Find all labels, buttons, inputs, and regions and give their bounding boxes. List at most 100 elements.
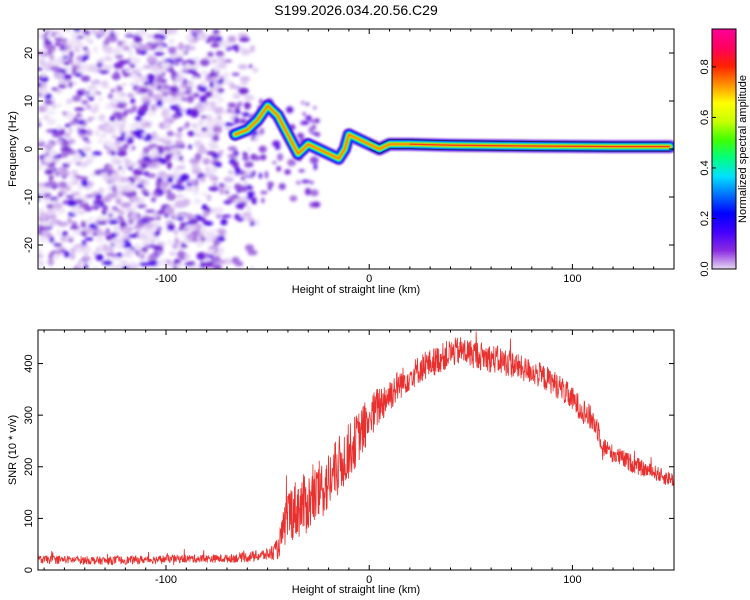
noise-blob [174, 170, 181, 177]
noise-blob [38, 118, 42, 122]
noise-blob [90, 29, 96, 33]
noise-blob [44, 168, 54, 175]
noise-blob [124, 67, 131, 72]
noise-blob [62, 55, 69, 59]
noise-blob [66, 186, 71, 191]
noise-blob [65, 160, 74, 164]
noise-blob [213, 238, 221, 247]
noise-blob [97, 139, 103, 144]
noise-blob [120, 202, 132, 209]
noise-blob [64, 132, 71, 139]
noise-blob [48, 29, 54, 35]
noise-blob [218, 97, 224, 103]
noise-blob [202, 158, 211, 165]
noise-blob [216, 79, 224, 84]
noise-blob [46, 44, 56, 51]
noise-blob [194, 153, 202, 161]
noise-blob [213, 176, 219, 182]
noise-blob [160, 158, 167, 164]
noise-blob [66, 98, 73, 105]
noise-blob [143, 146, 149, 152]
noise-blob [67, 112, 75, 119]
noise-blob [173, 229, 179, 236]
transition-blob [260, 154, 267, 161]
noise-blob [142, 155, 152, 161]
noise-blob [114, 54, 124, 59]
transition-blob [272, 140, 281, 147]
noise-blob [118, 214, 123, 222]
transition-blob [253, 155, 261, 161]
noise-blob [174, 237, 179, 245]
noise-blob [137, 204, 144, 208]
noise-blob [128, 233, 137, 238]
noise-blob [204, 91, 213, 98]
noise-blob [167, 239, 173, 245]
noise-blob [77, 119, 86, 125]
noise-blob [218, 119, 224, 126]
noise-blob [98, 187, 105, 195]
noise-blob [67, 139, 76, 144]
noise-blob [136, 183, 145, 189]
noise-blob [155, 106, 167, 110]
noise-blob [113, 159, 122, 166]
transition-blob [304, 187, 311, 196]
noise-blob [177, 91, 183, 98]
noise-blob [38, 57, 45, 64]
noise-blob [153, 244, 164, 251]
colorbar-gradient [712, 29, 736, 269]
noise-blob [116, 252, 123, 258]
noise-blob [233, 91, 239, 97]
noise-blob [111, 73, 121, 81]
noise-blob [174, 144, 183, 149]
noise-blob [80, 63, 90, 72]
noise-blob [192, 92, 200, 98]
noise-blob [187, 130, 195, 137]
noise-blob [175, 263, 183, 268]
noise-blob [176, 131, 183, 139]
noise-blob [214, 207, 223, 216]
noise-blob [201, 70, 209, 76]
ridge-core [409, 143, 670, 148]
noise-blob [196, 32, 208, 41]
noise-blob [80, 220, 87, 229]
noise-blob [105, 30, 110, 39]
noise-blob [123, 157, 130, 163]
spectrogram-ridge [228, 98, 674, 166]
noise-blob [40, 220, 50, 227]
noise-blob [69, 252, 76, 260]
noise-blob [95, 237, 105, 243]
transition-blob [228, 153, 237, 158]
noise-blob [114, 119, 121, 128]
noise-blob [132, 168, 144, 176]
noise-blob [108, 35, 118, 43]
noise-blob [116, 150, 128, 157]
noise-blob [162, 136, 170, 141]
noise-blob [104, 55, 112, 62]
noise-blob [68, 121, 78, 125]
noise-blob [198, 119, 205, 124]
transition-blob [310, 119, 314, 123]
noise-blob [121, 117, 127, 124]
noise-blob [65, 195, 75, 199]
noise-blob [193, 140, 203, 148]
noise-blob [238, 46, 246, 50]
noise-blob [67, 216, 72, 225]
noise-blob [203, 104, 213, 111]
transition-blob [232, 160, 239, 169]
spectrogram-x-tick-label: 0 [366, 273, 372, 285]
noise-blob [176, 179, 182, 186]
transition-blob [258, 172, 263, 179]
noise-blob [222, 258, 233, 265]
noise-blob [119, 260, 129, 265]
noise-blob [82, 54, 90, 60]
noise-blob [171, 113, 180, 119]
noise-blob [236, 217, 245, 222]
noise-blob [163, 121, 171, 130]
noise-blob [208, 88, 218, 92]
noise-blob [172, 58, 184, 62]
noise-blob [118, 59, 129, 65]
noise-blob [149, 64, 159, 72]
noise-blob [109, 265, 117, 269]
noise-blob [134, 75, 143, 83]
transition-blob [313, 163, 318, 171]
